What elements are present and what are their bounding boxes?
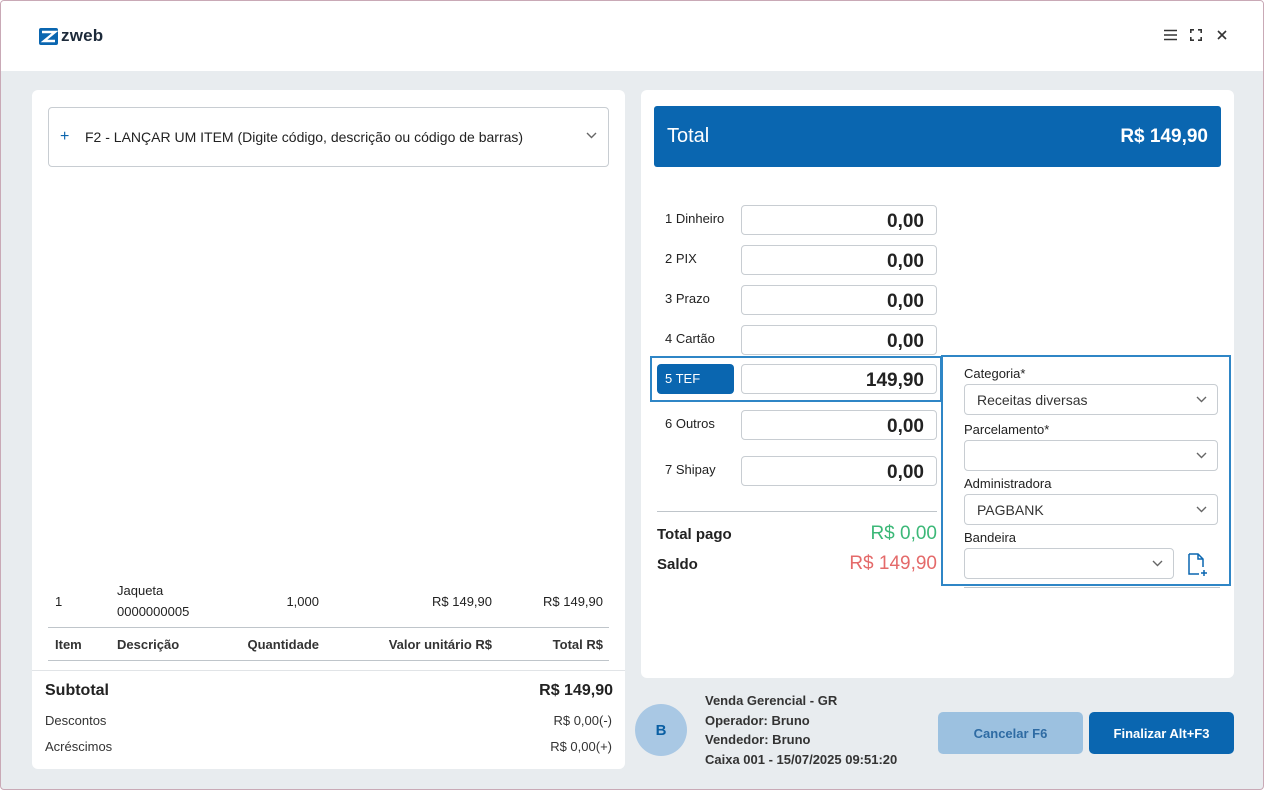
header-item: Item [55, 637, 82, 652]
cell-quantity: 1,000 [286, 594, 319, 609]
add-document-icon[interactable] [1186, 552, 1210, 578]
additions-label: Acréscimos [45, 739, 113, 754]
total-label: Total [667, 125, 710, 147]
sale-type: Venda Gerencial - GR [705, 693, 838, 708]
item-search-placeholder: F2 - LANÇAR UM ITEM (Digite código, desc… [85, 129, 524, 145]
payment-label-tef[interactable]: 5 TEF [657, 364, 734, 394]
chevron-down-icon [1196, 452, 1207, 459]
category-value: Receitas diversas [977, 392, 1088, 408]
brand-select[interactable] [964, 548, 1174, 579]
discounts-value: R$ 0,00(-) [553, 713, 612, 728]
cell-code: 0000000005 [117, 604, 190, 619]
tef-details-panel [941, 355, 1231, 586]
close-icon[interactable] [1215, 27, 1229, 43]
cell-total: R$ 149,90 [543, 594, 603, 609]
payment-panel: Total R$ 149,90 1 Dinheiro 0,00 2 PIX 0,… [641, 90, 1234, 678]
payment-label-prazo: 3 Prazo [665, 291, 710, 306]
table-row[interactable]: 1 Jaqueta 0000000005 1,000 R$ 149,90 R$ … [48, 578, 609, 626]
avatar: B [635, 704, 687, 756]
header-unit-value: Valor unitário R$ [388, 637, 492, 652]
item-search-input[interactable]: + F2 - LANÇAR UM ITEM (Digite código, de… [48, 107, 609, 167]
payment-label-shipay: 7 Shipay [665, 462, 716, 477]
admin-select[interactable]: PAGBANK [964, 494, 1218, 525]
cancel-button[interactable]: Cancelar F6 [938, 712, 1083, 754]
installments-select[interactable] [964, 440, 1218, 471]
fullscreen-icon[interactable] [1189, 27, 1203, 43]
header-quantity: Quantidade [247, 637, 319, 652]
payment-label-dinheiro: 1 Dinheiro [665, 211, 725, 226]
total-bar: Total R$ 149,90 [654, 106, 1221, 167]
title-bar: zweb [1, 1, 1263, 71]
divider [657, 511, 937, 512]
seller: Vendedor: Bruno [705, 732, 811, 747]
chevron-down-icon [586, 132, 597, 139]
divider [964, 587, 1220, 588]
payment-input-tef[interactable]: 149,90 [741, 364, 937, 394]
table-header: Item Descrição Quantidade Valor unitário… [48, 627, 609, 661]
total-paid-value: R$ 0,00 [870, 523, 937, 544]
menu-icon[interactable] [1163, 27, 1177, 43]
chevron-down-icon [1196, 506, 1207, 513]
payment-label-pix: 2 PIX [665, 251, 697, 266]
header-total: Total R$ [552, 637, 603, 652]
register-info: Caixa 001 - 15/07/2025 09:51:20 [705, 752, 898, 767]
payment-label-cartao: 4 Cartão [665, 331, 715, 346]
payment-input-cartao[interactable]: 0,00 [741, 325, 937, 355]
admin-value: PAGBANK [977, 502, 1044, 518]
payment-input-prazo[interactable]: 0,00 [741, 285, 937, 315]
total-value: R$ 149,90 [1120, 126, 1208, 147]
discounts-label: Descontos [45, 713, 107, 728]
subtotal-label: Subtotal [45, 682, 109, 699]
payment-label-outros: 6 Outros [665, 416, 715, 431]
logo: zweb [39, 26, 103, 46]
category-label: Categoria* [964, 366, 1026, 381]
logo-text: zweb [61, 26, 104, 45]
brand-label: Bandeira [964, 530, 1017, 545]
payment-input-pix[interactable]: 0,00 [741, 245, 937, 275]
items-panel: + F2 - LANÇAR UM ITEM (Digite código, de… [32, 90, 625, 769]
cell-item: 1 [55, 594, 63, 609]
category-select[interactable]: Receitas diversas [964, 384, 1218, 415]
installments-label: Parcelamento* [964, 422, 1050, 437]
chevron-down-icon [1196, 396, 1207, 403]
payment-input-shipay[interactable]: 0,00 [741, 456, 937, 486]
admin-label: Administradora [964, 476, 1052, 491]
balance-label: Saldo [657, 556, 698, 573]
operator: Operador: Bruno [705, 713, 810, 728]
total-paid-label: Total pago [657, 526, 732, 543]
chevron-down-icon [1152, 560, 1163, 567]
balance-value: R$ 149,90 [849, 553, 937, 574]
additions-value: R$ 0,00(+) [550, 739, 612, 754]
cell-unit-value: R$ 149,90 [432, 594, 492, 609]
cell-description: Jaqueta [117, 583, 164, 598]
plus-icon: + [60, 128, 70, 145]
payment-input-dinheiro[interactable]: 0,00 [741, 205, 937, 235]
divider [32, 670, 625, 671]
payment-input-outros[interactable]: 0,00 [741, 410, 937, 440]
header-description: Descrição [117, 637, 180, 652]
subtotal-value: R$ 149,90 [539, 682, 613, 699]
finish-button[interactable]: Finalizar Alt+F3 [1089, 712, 1234, 754]
window-controls [1163, 27, 1229, 43]
logo-mark-icon [39, 27, 58, 45]
